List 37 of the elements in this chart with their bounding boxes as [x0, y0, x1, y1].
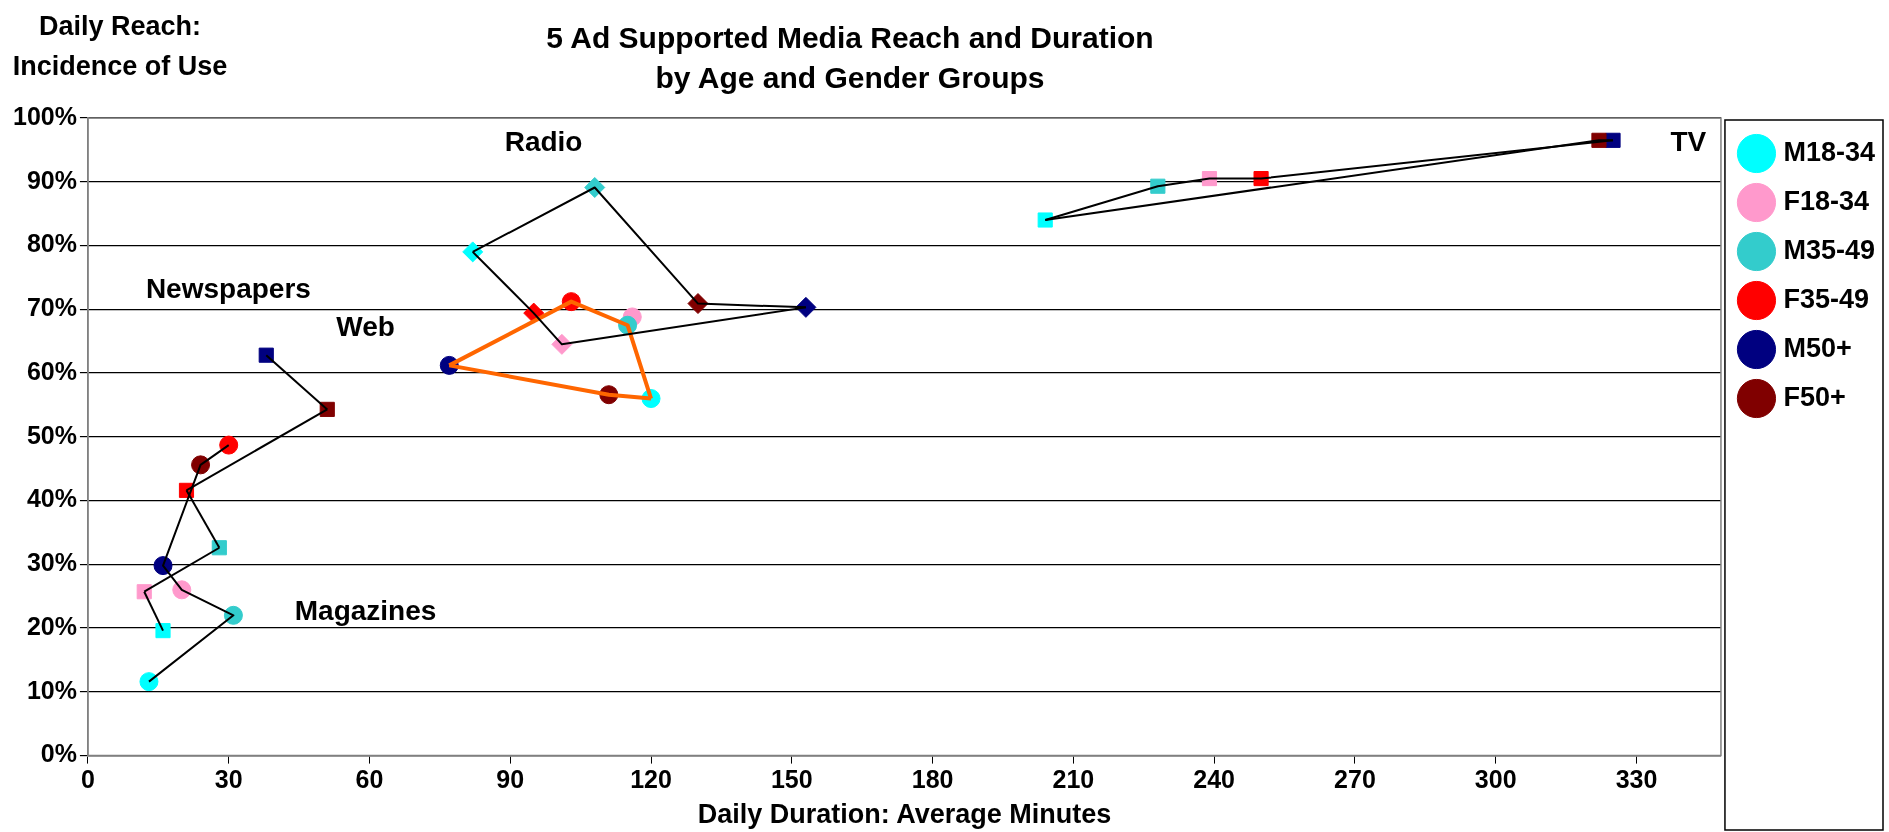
legend-label: F35-49: [1783, 283, 1870, 314]
legend-label: M18-34: [1783, 136, 1875, 167]
y-axis-title: Daily Reach: Incidence of Use: [11, 10, 229, 83]
y-tick-label: 40%: [26, 484, 77, 513]
annotation: Newspapers: [145, 272, 311, 304]
annotation: Magazines: [294, 594, 437, 626]
x-tick-label: 120: [630, 765, 672, 794]
x-tick-label: 330: [1615, 765, 1658, 794]
y-tick-label: 30%: [26, 548, 77, 577]
x-tick-label: 90: [496, 765, 525, 794]
y-tick-label: 100%: [12, 101, 77, 130]
y-tick-label: 0%: [40, 739, 77, 768]
annotation: Web: [336, 311, 395, 343]
x-tick-label: 210: [1052, 765, 1095, 794]
annotation: Radio: [504, 126, 583, 158]
x-tick-label: 270: [1334, 765, 1376, 794]
annotation: TV: [1670, 126, 1707, 158]
x-tick-label: 150: [770, 765, 813, 794]
legend-label: M50+: [1783, 332, 1852, 363]
x-tick-label: 240: [1193, 765, 1236, 794]
legend-label: M35-49: [1783, 234, 1875, 265]
legend-label: F50+: [1783, 381, 1846, 412]
y-tick-label: 10%: [26, 675, 77, 704]
x-tick-label: 300: [1474, 765, 1517, 794]
y-tick-label: 80%: [26, 229, 77, 258]
chart-title: 5 Ad Supported Media Reach and Duration by Age and Gender Groups: [545, 20, 1155, 96]
legend-label: F18-34: [1783, 185, 1870, 216]
y-tick-label: 70%: [26, 293, 77, 322]
x-tick-label: 0: [80, 765, 95, 794]
x-tick-label: 60: [355, 765, 384, 794]
x-tick-label: 180: [911, 765, 954, 794]
y-tick-label: 50%: [26, 420, 77, 449]
x-tick-label: 30: [214, 765, 243, 794]
y-tick-label: 20%: [26, 611, 77, 640]
y-tick-label: 60%: [26, 356, 77, 385]
x-axis-title: Daily Duration: Average Minutes: [697, 799, 1112, 830]
y-tick-label: 90%: [26, 165, 77, 194]
